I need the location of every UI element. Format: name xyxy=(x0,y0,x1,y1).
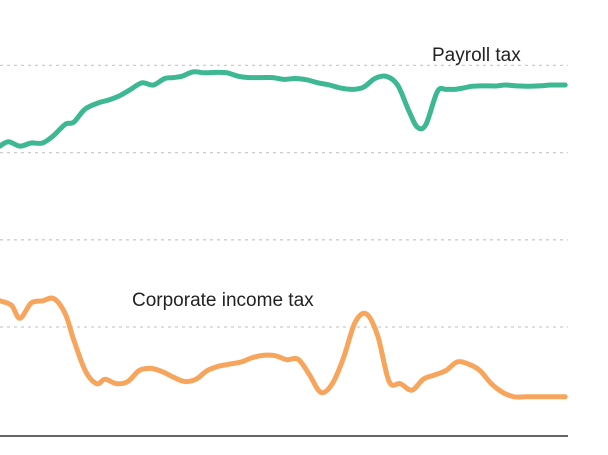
corporate-income-tax-label: Corporate income tax xyxy=(132,290,314,311)
payroll-tax-line xyxy=(0,69,568,149)
gridlines xyxy=(0,64,568,328)
corporate-income-tax-line xyxy=(0,295,568,400)
payroll-tax-label: Payroll tax xyxy=(432,45,521,66)
series-layer xyxy=(0,69,568,400)
